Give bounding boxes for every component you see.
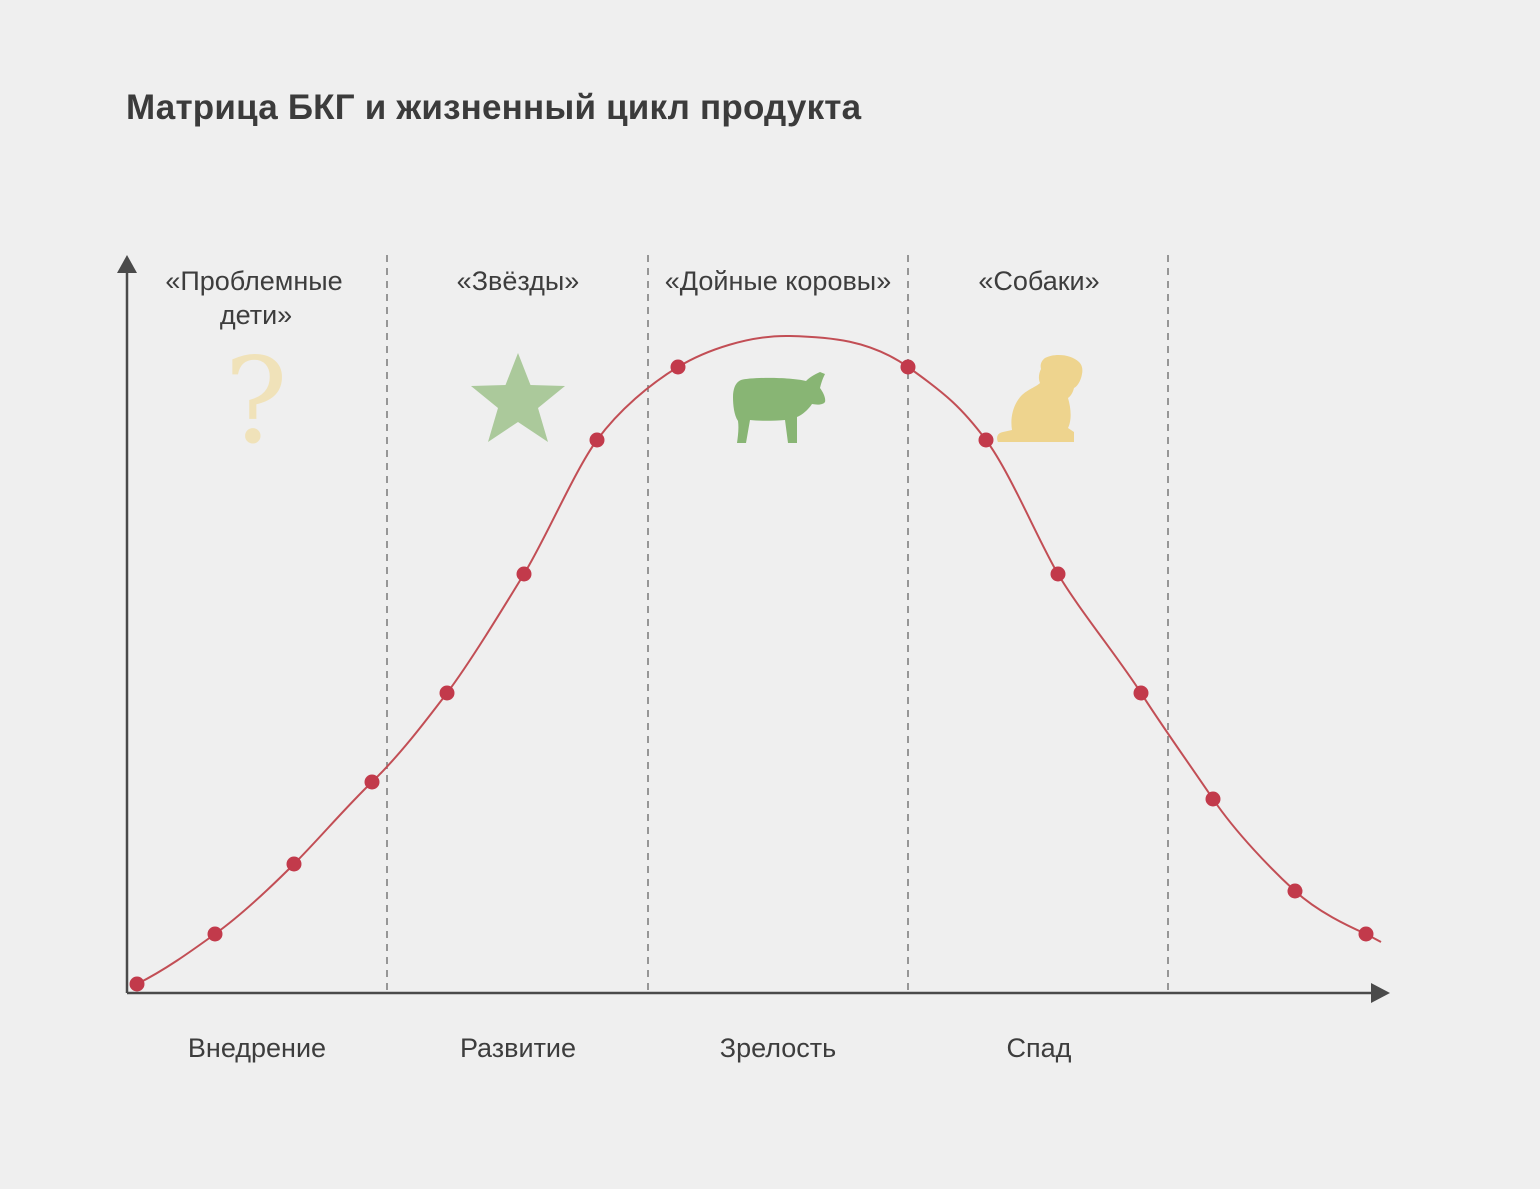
stage-labels: Внедрение Развитие Зрелость Спад xyxy=(188,1033,1072,1063)
curve-point xyxy=(589,432,605,448)
curve-point xyxy=(1133,685,1149,701)
curve-point xyxy=(207,926,223,942)
curve-point xyxy=(978,432,994,448)
star-icon xyxy=(471,353,565,442)
curve-point xyxy=(439,685,455,701)
curve-points xyxy=(129,359,1374,992)
curve-point xyxy=(516,566,532,582)
lifecycle-curve xyxy=(136,334,1382,985)
segment-label-problem-children: «Проблемные xyxy=(165,266,342,296)
page-title: Матрица БКГ и жизненный цикл продукта xyxy=(126,88,862,127)
cow-icon xyxy=(733,372,826,443)
dog-icon xyxy=(997,354,1083,442)
stage-label-introduction: Внедрение xyxy=(188,1033,326,1063)
curve-point xyxy=(670,359,686,375)
segment-labels: «Проблемные дети» «Звёзды» «Дойные коров… xyxy=(165,266,1099,330)
axes xyxy=(117,255,1390,1003)
curve-point xyxy=(286,856,302,872)
segment-label-dogs: «Собаки» xyxy=(978,266,1099,296)
curve-point xyxy=(900,359,916,375)
curve-point xyxy=(1050,566,1066,582)
stage-label-maturity: Зрелость xyxy=(720,1033,836,1063)
segment-label-cash-cows: «Дойные коровы» xyxy=(665,266,891,296)
curve-point xyxy=(1358,926,1374,942)
curve-point xyxy=(1287,883,1303,899)
stage-label-decline: Спад xyxy=(1007,1033,1072,1063)
segment-label-problem-children-line2: дети» xyxy=(220,300,292,330)
stage-dividers xyxy=(386,255,1169,993)
segment-label-stars: «Звёзды» xyxy=(457,266,580,296)
question-mark-icon: ? xyxy=(224,332,287,470)
segment-icons: ? xyxy=(224,332,1083,470)
x-axis-arrow xyxy=(1371,983,1390,1003)
stage-label-growth: Развитие xyxy=(460,1033,576,1063)
y-axis-arrow xyxy=(117,255,137,273)
curve-point xyxy=(129,976,145,992)
curve-point xyxy=(1205,791,1221,807)
curve-point xyxy=(364,774,380,790)
